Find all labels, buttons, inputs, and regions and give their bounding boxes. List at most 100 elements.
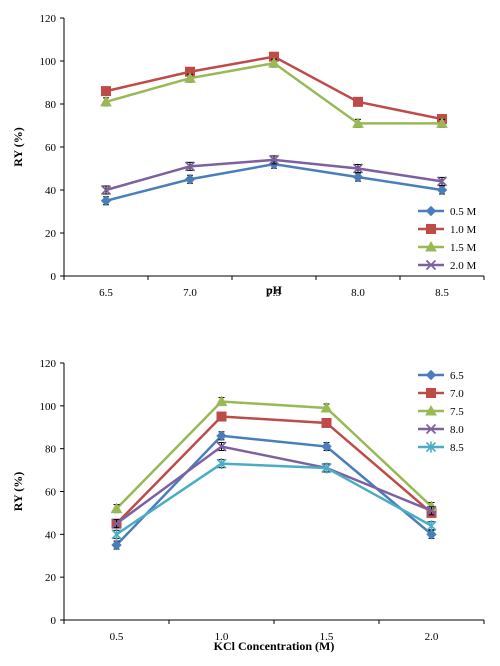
x-tick-label: 1.5: [320, 631, 334, 643]
legend-item: 7.5: [418, 404, 464, 418]
legend-item: 6.5: [418, 369, 464, 382]
data-point: [436, 184, 448, 196]
series-0: [100, 158, 448, 206]
chart-ph-svg: 0 20 40 60 80 100 120 6.5 7.0 7.5 8.0 8.5 pH RY (%) 0.…: [11, 13, 485, 299]
data-point: [321, 417, 332, 428]
series-4: [111, 458, 437, 540]
x-tick-label: 2.0: [425, 631, 439, 643]
x-tick-label: 7.0: [183, 287, 197, 299]
y-tick-label: 100: [40, 56, 57, 68]
data-point: [111, 528, 122, 540]
y-tick-label: 60: [45, 142, 57, 154]
y-tick-label: 0: [51, 615, 57, 627]
data-point: [216, 411, 227, 422]
legend-item: 8.5: [418, 441, 464, 454]
data-point: [101, 86, 111, 97]
legend-item: 7.0: [418, 388, 464, 400]
data-point: [353, 96, 363, 107]
legend-label: 7.0: [450, 388, 464, 400]
y-tick-label: 80: [45, 99, 57, 111]
data-point: [111, 518, 122, 529]
data-point: [268, 57, 280, 68]
data-point: [352, 171, 364, 183]
data-point: [320, 401, 333, 413]
legend-marker: [425, 441, 437, 453]
series-line: [115, 445, 432, 525]
data-point: [352, 117, 364, 128]
legend-marker: [425, 205, 437, 217]
legend-label: 7.5: [450, 406, 464, 418]
y-tick-label: 120: [40, 13, 57, 25]
data-point: [426, 529, 437, 540]
legend-marker: [426, 224, 436, 234]
data-point: [436, 176, 448, 187]
y-axis-title: RY (%): [11, 472, 25, 511]
series-3: [100, 154, 448, 196]
series-line: [115, 400, 433, 510]
chart-kcl: 0 20 40 60 80 100 120 0.5 1.0 1.5 2.0 KCl Concentra…: [0, 330, 500, 661]
legend-marker: [425, 369, 437, 381]
data-point: [100, 184, 112, 196]
chart-kcl-svg: 0 20 40 60 80 100 120 0.5 1.0 1.5 2.0 KCl Concentra…: [11, 358, 485, 653]
data-point: [100, 95, 112, 107]
legend-item: 1.0 M: [418, 224, 477, 236]
series-1: [111, 411, 437, 529]
legend-marker: [426, 388, 436, 398]
data-point: [110, 502, 123, 514]
data-point: [436, 117, 448, 128]
x-tick-label: 7.5: [267, 287, 281, 299]
series-line: [105, 61, 442, 125]
x-tick-label: 8.0: [351, 287, 365, 299]
data-point: [352, 163, 364, 174]
series-line: [115, 462, 433, 536]
y-tick-label: 20: [45, 572, 57, 584]
legend-item: 0.5 M: [418, 205, 477, 218]
x-tick-label: 1.0: [215, 631, 229, 643]
y-tick-label: 20: [45, 228, 57, 240]
y-axis-title: RY (%): [11, 127, 25, 166]
data-point: [321, 441, 332, 452]
x-axis-title: pH: [266, 283, 283, 297]
data-point: [216, 441, 227, 452]
data-point: [100, 195, 112, 206]
legend: 0.5 M 1.0 M 1.5 M 2.0 M: [418, 205, 477, 272]
chart-ph: 0 20 40 60 80 100 120 6.5 7.0 7.5 8.0 8.5 pH RY (%) 0.…: [0, 0, 500, 318]
y-tick-label: 80: [45, 444, 57, 456]
data-point: [426, 505, 437, 516]
series-line: [115, 415, 433, 525]
legend-label: 1.5 M: [450, 242, 477, 254]
data-point: [111, 539, 122, 551]
legend-label: 8.0: [450, 424, 464, 436]
legend-label: 6.5: [450, 370, 464, 382]
data-point: [216, 458, 227, 470]
legend-marker: [425, 423, 437, 435]
y-tick-label: 40: [45, 185, 57, 197]
legend-label: 0.5 M: [450, 206, 477, 218]
data-point: [426, 520, 437, 532]
data-point: [184, 72, 196, 83]
legend-marker: [425, 259, 437, 271]
data-point: [215, 395, 228, 407]
series-3: [111, 441, 437, 529]
legend-marker: [425, 240, 437, 252]
legend-item: 2.0 M: [418, 259, 477, 272]
y-tick-label: 120: [40, 358, 57, 370]
data-point: [216, 430, 227, 442]
x-tick-label: 8.5: [435, 287, 449, 299]
legend-label: 1.0 M: [450, 224, 477, 236]
data-point: [321, 462, 332, 474]
y-tick-label: 60: [45, 487, 57, 499]
x-tick-label: 0.5: [110, 631, 124, 643]
series-line: [105, 162, 443, 202]
x-tick-label: 6.5: [99, 287, 113, 299]
data-point: [184, 161, 196, 172]
series-2: [100, 57, 448, 128]
y-tick-label: 40: [45, 529, 57, 541]
x-axis-title: KCl Concentration (M): [214, 639, 335, 653]
y-tick-label: 0: [51, 271, 57, 283]
y-tick-label: 100: [40, 401, 57, 413]
legend-label: 2.0 M: [450, 260, 477, 272]
data-point: [268, 154, 280, 166]
legend-label: 8.5: [450, 442, 464, 454]
legend-item: 8.0: [418, 423, 464, 436]
